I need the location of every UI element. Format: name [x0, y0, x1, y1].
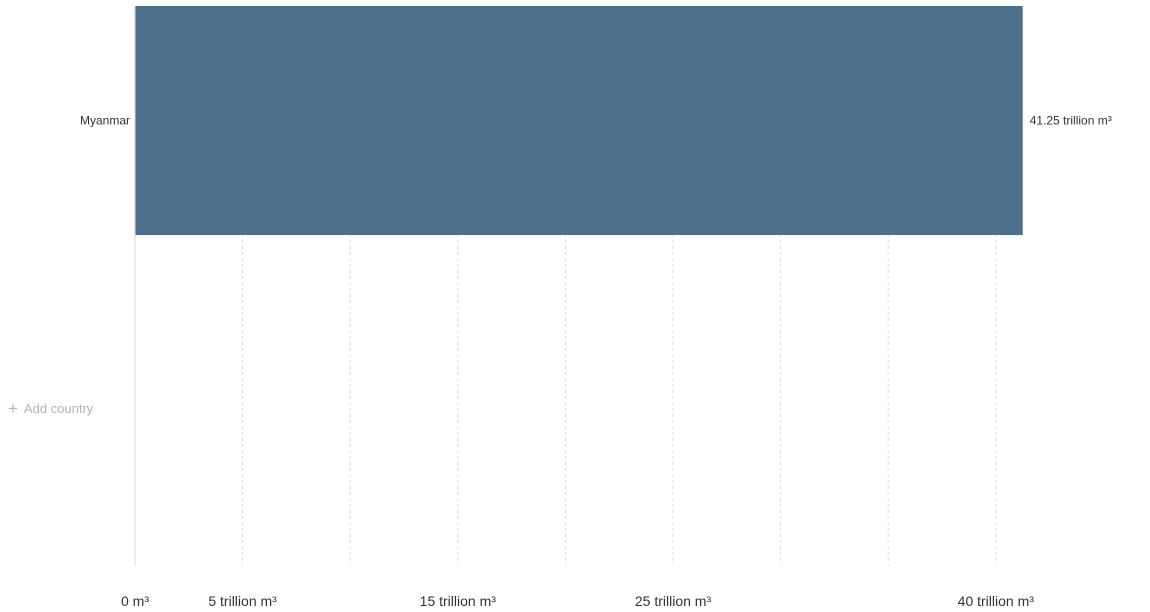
x-tick-label: 15 trillion m³ [420, 593, 497, 609]
add-country-label: Add country [23, 400, 94, 416]
axis: 0 m³ 5 trillion m³ 15 trillion m³ 25 trilli… [121, 6, 1034, 609]
x-tick-label: 25 trillion m³ [635, 593, 712, 609]
add-country-button[interactable]: + Add country [8, 396, 93, 420]
value-label: 41.25 trillion m³ [1030, 114, 1112, 128]
labels: Myanmar 41.25 trillion m³ [80, 114, 1112, 128]
bars [135, 6, 1023, 235]
x-tick-label: 40 trillion m³ [958, 593, 1035, 609]
x-tick-label: 5 trillion m³ [208, 593, 277, 609]
bar-myanmar[interactable] [135, 6, 1023, 235]
x-tick-label: 0 m³ [121, 593, 149, 609]
plus-icon: + [8, 398, 18, 418]
category-label: Myanmar [80, 114, 130, 128]
